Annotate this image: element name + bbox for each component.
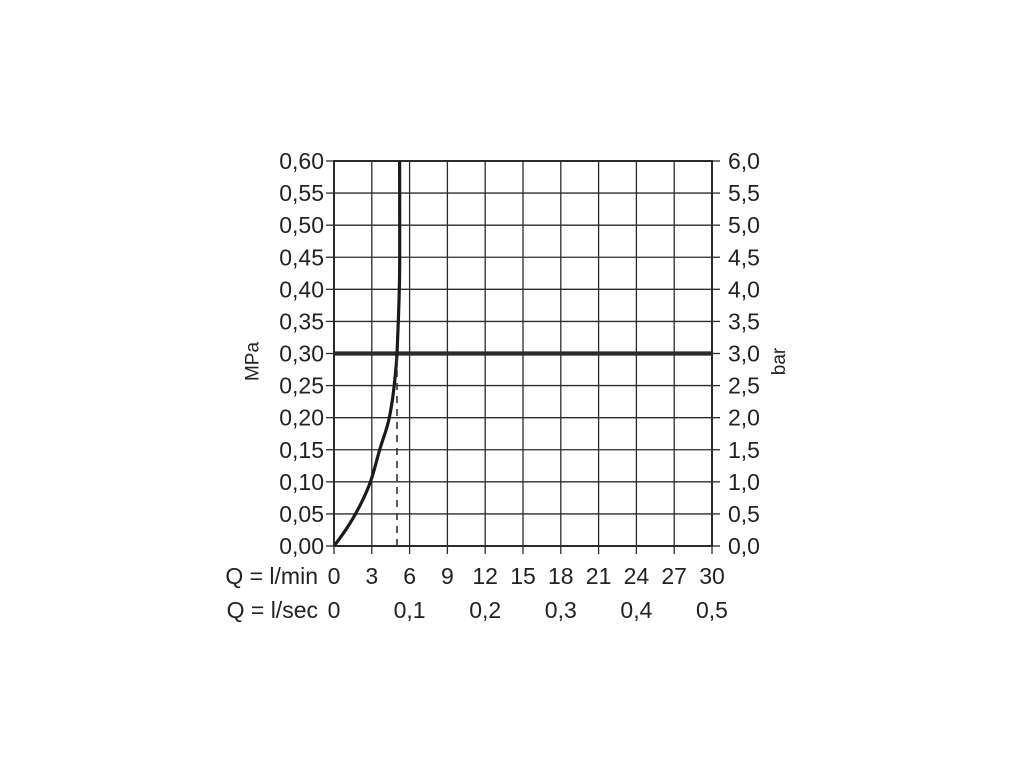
svg-text:0,05: 0,05 bbox=[279, 501, 324, 527]
svg-text:21: 21 bbox=[586, 563, 612, 589]
svg-text:0,50: 0,50 bbox=[279, 212, 324, 238]
svg-text:Q = l/sec: Q = l/sec bbox=[227, 597, 318, 623]
svg-text:0,00: 0,00 bbox=[279, 533, 324, 559]
svg-text:15: 15 bbox=[510, 563, 536, 589]
svg-text:0,5: 0,5 bbox=[696, 597, 728, 623]
svg-text:1,0: 1,0 bbox=[728, 469, 760, 495]
svg-text:0: 0 bbox=[328, 563, 341, 589]
svg-text:MPa: MPa bbox=[243, 342, 264, 382]
svg-text:24: 24 bbox=[624, 563, 650, 589]
svg-text:0: 0 bbox=[328, 597, 341, 623]
svg-text:0,55: 0,55 bbox=[279, 180, 324, 206]
svg-text:0,30: 0,30 bbox=[279, 341, 324, 367]
svg-text:4,0: 4,0 bbox=[728, 276, 760, 302]
svg-text:12: 12 bbox=[472, 563, 498, 589]
svg-text:1,5: 1,5 bbox=[728, 437, 760, 463]
svg-text:18: 18 bbox=[548, 563, 574, 589]
svg-text:0,2: 0,2 bbox=[469, 597, 501, 623]
svg-text:0,1: 0,1 bbox=[394, 597, 426, 623]
svg-text:bar: bar bbox=[769, 347, 790, 375]
svg-text:5,0: 5,0 bbox=[728, 212, 760, 238]
svg-text:0,35: 0,35 bbox=[279, 308, 324, 334]
svg-text:9: 9 bbox=[441, 563, 454, 589]
svg-text:5,5: 5,5 bbox=[728, 180, 760, 206]
svg-text:0,15: 0,15 bbox=[279, 437, 324, 463]
svg-text:0,0: 0,0 bbox=[728, 533, 760, 559]
svg-text:30: 30 bbox=[699, 563, 725, 589]
svg-text:3,5: 3,5 bbox=[728, 308, 760, 334]
svg-text:2,5: 2,5 bbox=[728, 373, 760, 399]
svg-text:0,4: 0,4 bbox=[620, 597, 652, 623]
svg-text:3: 3 bbox=[365, 563, 378, 589]
svg-text:0,60: 0,60 bbox=[279, 148, 324, 174]
svg-text:27: 27 bbox=[661, 563, 687, 589]
svg-text:6,0: 6,0 bbox=[728, 148, 760, 174]
svg-text:0,5: 0,5 bbox=[728, 501, 760, 527]
svg-text:0,25: 0,25 bbox=[279, 373, 324, 399]
svg-text:0,10: 0,10 bbox=[279, 469, 324, 495]
svg-text:2,0: 2,0 bbox=[728, 405, 760, 431]
svg-text:Q = l/min: Q = l/min bbox=[225, 563, 318, 589]
svg-text:6: 6 bbox=[403, 563, 416, 589]
svg-text:0,20: 0,20 bbox=[279, 405, 324, 431]
svg-text:0,45: 0,45 bbox=[279, 244, 324, 270]
svg-text:0,40: 0,40 bbox=[279, 276, 324, 302]
svg-text:4,5: 4,5 bbox=[728, 244, 760, 270]
svg-text:3,0: 3,0 bbox=[728, 341, 760, 367]
svg-text:0,3: 0,3 bbox=[545, 597, 577, 623]
